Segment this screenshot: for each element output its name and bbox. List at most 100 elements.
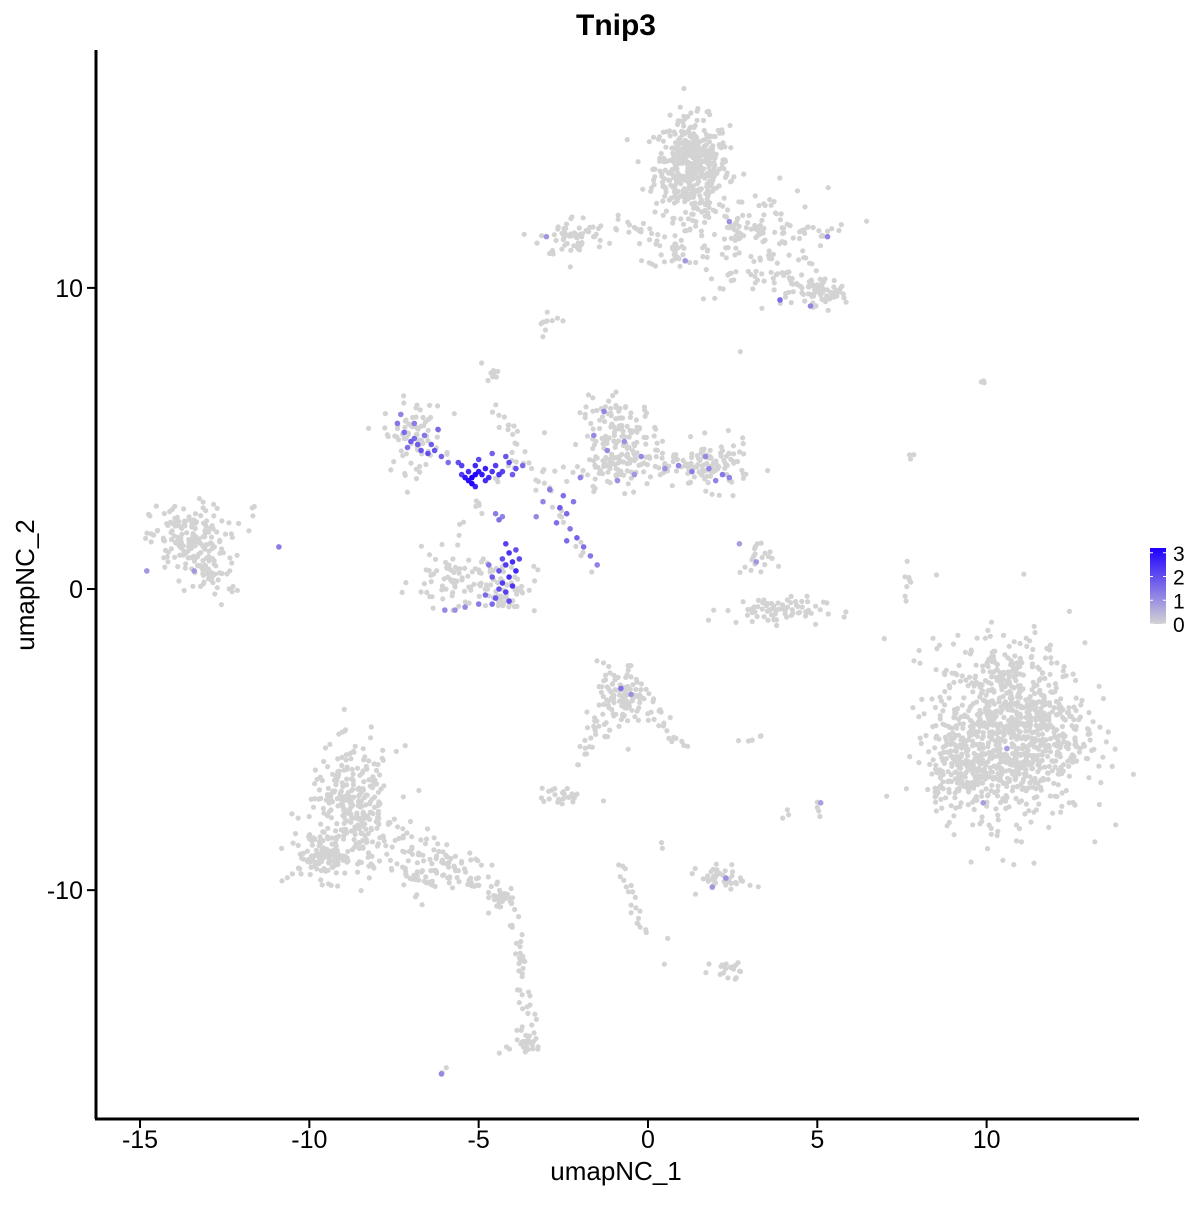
cell-point [457, 566, 463, 572]
cell-point [494, 879, 501, 885]
cell-point [382, 425, 388, 431]
cell-point [495, 603, 501, 609]
cell-point [708, 276, 715, 282]
cell-point [1032, 691, 1038, 697]
cell-point [371, 761, 377, 767]
cell-point [507, 898, 513, 905]
cell-point [1042, 764, 1048, 770]
cell-point [980, 697, 986, 703]
cell-point [1109, 763, 1115, 770]
cell-point [514, 1037, 520, 1043]
cell-point [1072, 677, 1079, 684]
cell-point [1061, 734, 1067, 740]
cell-point [732, 237, 738, 243]
cell-point [927, 761, 933, 768]
cell-point [316, 796, 322, 802]
cell-point [583, 404, 589, 410]
cell-point [626, 222, 633, 228]
cell-point [700, 296, 707, 302]
cell-point [1047, 793, 1053, 799]
x-tick-label: 5 [810, 1126, 824, 1154]
cell-point [993, 713, 999, 719]
cell-point [661, 155, 667, 161]
cell-point [366, 875, 372, 881]
cell-point [971, 785, 977, 791]
cell-point [973, 794, 980, 800]
cell-point [998, 678, 1004, 684]
cell-point [714, 870, 720, 876]
cell-point [813, 287, 820, 293]
cell-point [688, 434, 694, 440]
cell-point [335, 861, 341, 868]
cell-point [942, 702, 948, 708]
cell-point [400, 453, 406, 459]
cell-point [1085, 726, 1091, 732]
cell-point [340, 802, 346, 808]
cell-point [710, 866, 716, 872]
cell-point [1018, 714, 1024, 720]
cell-point [529, 1022, 535, 1028]
cell-point [1005, 727, 1011, 733]
cell-point [532, 578, 538, 584]
cell-point [1006, 755, 1012, 761]
cell-point [728, 235, 735, 241]
cell-point [1046, 824, 1052, 831]
cell-point [757, 733, 764, 739]
cell-point [667, 177, 673, 183]
cell-point [341, 706, 347, 713]
cell-point [1047, 642, 1053, 648]
cell-point [648, 709, 654, 715]
cell-point [1047, 671, 1053, 677]
cell-point [1036, 801, 1042, 807]
cell-point [1014, 767, 1020, 774]
cell-point [1086, 775, 1092, 781]
cell-point [675, 158, 681, 164]
cell-point [552, 786, 558, 792]
cell-point [705, 157, 711, 163]
expressing-cell-point [469, 480, 475, 487]
cell-point [375, 841, 381, 847]
cell-point [596, 702, 602, 708]
cell-point [279, 878, 285, 884]
cell-point [711, 231, 718, 238]
cell-point [541, 798, 547, 805]
cell-point [946, 786, 952, 792]
cell-point [412, 894, 419, 900]
cell-point [670, 459, 676, 465]
cell-point [600, 711, 606, 717]
cell-point [433, 856, 439, 862]
cell-point [1047, 647, 1053, 653]
cell-point [774, 260, 780, 266]
cell-point [1113, 822, 1119, 828]
cell-point [733, 619, 739, 626]
cell-point [1096, 683, 1102, 689]
cell-point [366, 758, 372, 764]
cell-point [417, 407, 423, 413]
cell-point [986, 656, 992, 663]
cell-point [325, 825, 331, 831]
expressing-cell-point [475, 456, 482, 463]
cell-point [473, 856, 479, 862]
cell-point [538, 321, 544, 327]
cell-point [326, 855, 332, 861]
cell-point [974, 733, 981, 739]
cell-point [388, 865, 394, 872]
expressing-cell-point [513, 547, 519, 553]
cell-point [817, 607, 823, 613]
cell-point [718, 145, 724, 151]
cell-point [196, 496, 202, 502]
expressing-cell-point [499, 580, 506, 586]
cell-point [419, 902, 425, 908]
cell-point [631, 451, 637, 457]
cell-point [972, 755, 978, 761]
cell-point [439, 541, 445, 548]
cell-point [661, 961, 668, 967]
cell-point [339, 754, 345, 761]
cell-point [605, 469, 611, 475]
cell-point [954, 754, 960, 760]
expressing-cell-point [563, 538, 570, 544]
cell-point [599, 684, 605, 690]
cell-point [641, 404, 648, 410]
cell-point [1013, 753, 1019, 760]
cell-point [806, 260, 813, 266]
